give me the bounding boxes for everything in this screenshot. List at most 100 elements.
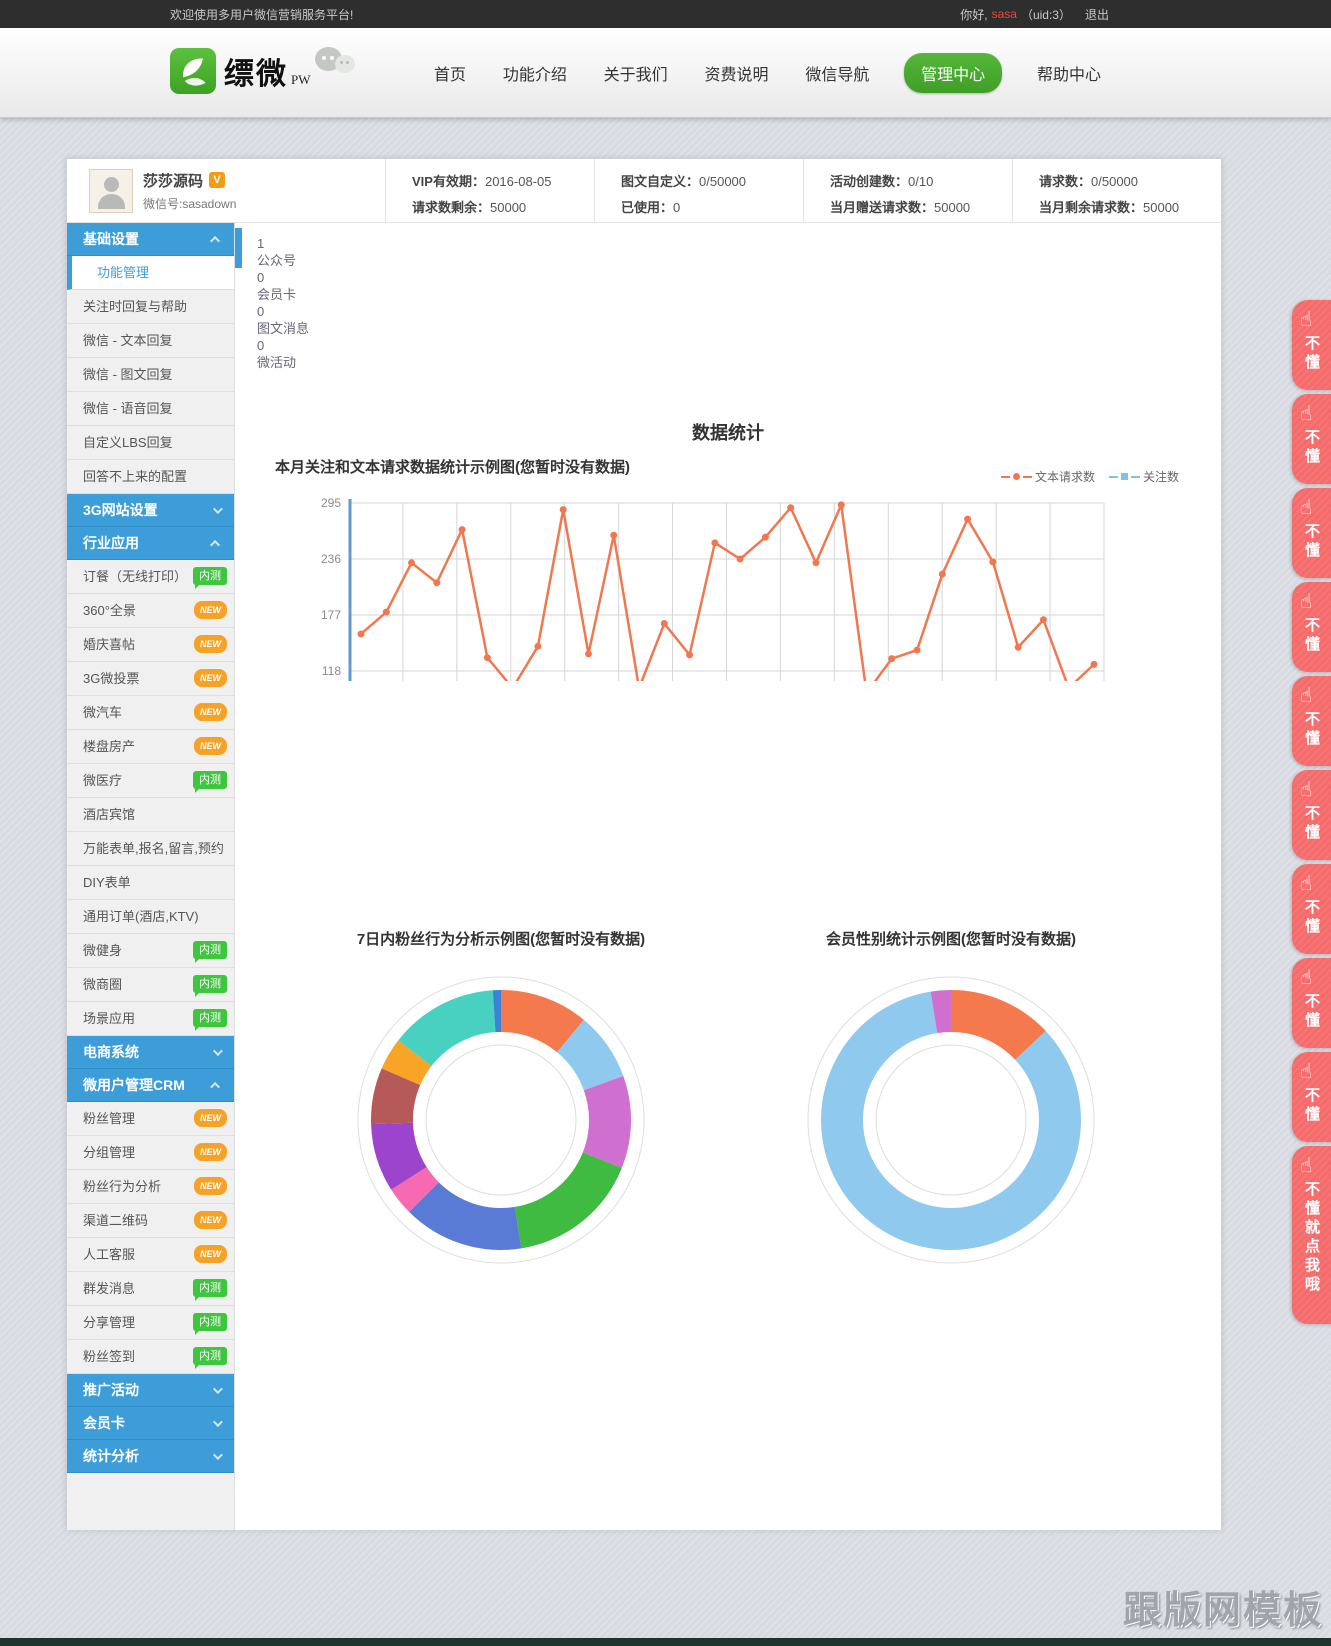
sidebar-item-自定义LBS回复[interactable]: 自定义LBS回复 xyxy=(67,426,234,460)
help-button-label: 不懂 xyxy=(1303,899,1320,937)
help-button-1[interactable]: ☝ 不懂 xyxy=(1292,300,1331,390)
donut-slice-4 xyxy=(514,1152,622,1249)
sidebar-item-婚庆喜帖[interactable]: 婚庆喜帖 NEW xyxy=(67,628,234,662)
donut-slice-1 xyxy=(951,990,1046,1060)
account-stat-row: 请求数：0/50000 xyxy=(1039,171,1221,190)
badge-NEW: NEW xyxy=(194,1177,227,1195)
sidebar-section-推广活动[interactable]: 推广活动 xyxy=(67,1374,234,1407)
stat-value: 0/10 xyxy=(908,174,934,189)
sidebar-item-粉丝签到[interactable]: 粉丝签到 内测 xyxy=(67,1340,234,1374)
help-button-5[interactable]: ☝ 不懂 xyxy=(1292,676,1331,766)
sidebar-item-功能管理[interactable]: 功能管理 xyxy=(67,256,234,290)
stat-value: 50000 xyxy=(1143,200,1180,215)
help-button-6[interactable]: ☝ 不懂 xyxy=(1292,770,1331,860)
sidebar-item-关注时回复与帮助[interactable]: 关注时回复与帮助 xyxy=(67,290,234,324)
nav-item-首页[interactable]: 首页 xyxy=(434,67,467,84)
nav-item-帮助中心[interactable]: 帮助中心 xyxy=(1036,67,1101,84)
nav-item-微信导航[interactable]: 微信导航 xyxy=(805,67,870,84)
counter-value: 1 xyxy=(257,236,265,251)
sidebar-item-楼盘房产[interactable]: 楼盘房产 NEW xyxy=(67,730,234,764)
help-button-4[interactable]: ☝ 不懂 xyxy=(1292,582,1331,672)
badge-NEW: NEW xyxy=(194,1143,227,1161)
sidebar-item-群发消息[interactable]: 群发消息 内测 xyxy=(67,1272,234,1306)
watermark: 跟版网模板 xyxy=(1122,1590,1323,1632)
help-button-label: 不懂就点我哦 xyxy=(1303,1181,1320,1295)
sidebar-section-统计分析[interactable]: 统计分析 xyxy=(67,1440,234,1473)
donut-slice-5 xyxy=(409,1182,522,1250)
help-button-label: 不懂 xyxy=(1303,805,1320,843)
account-stat-row: 当月赠送请求数：50000 xyxy=(830,197,1012,216)
sidebar-item-DIY表单[interactable]: DIY表单 xyxy=(67,866,234,900)
sidebar-item-微健身[interactable]: 微健身 内测 xyxy=(67,934,234,968)
help-button-3[interactable]: ☝ 不懂 xyxy=(1292,488,1331,578)
donut1-title: 7日内粉丝行为分析示例图(您暂时没有数据) xyxy=(356,931,646,948)
help-button-8[interactable]: ☝ 不懂 xyxy=(1292,958,1331,1048)
sidebar-item-360°全景[interactable]: 360°全景 NEW xyxy=(67,594,234,628)
legend-label: 文本请求数 xyxy=(1034,470,1095,484)
logout-link[interactable]: 退出 xyxy=(1084,7,1109,22)
donut1-block xyxy=(351,970,651,1275)
sidebar-item-3G微投票[interactable]: 3G微投票 NEW xyxy=(67,662,234,696)
badge-NEW: NEW xyxy=(194,601,227,619)
hand-pointer-icon: ☝ xyxy=(1300,1061,1313,1083)
sidebar-item-场景应用[interactable]: 场景应用 内测 xyxy=(67,1002,234,1036)
sidebar-item-人工客服[interactable]: 人工客服 NEW xyxy=(67,1238,234,1272)
badge-内测: 内测 xyxy=(193,1347,227,1369)
help-button-10[interactable]: ☝ 不懂就点我哦 xyxy=(1292,1146,1331,1324)
sidebar-section-会员卡[interactable]: 会员卡 xyxy=(67,1407,234,1440)
sidebar-handle[interactable] xyxy=(235,228,242,268)
sidebar-item-微汽车[interactable]: 微汽车 NEW xyxy=(67,696,234,730)
sidebar-section-电商系统[interactable]: 电商系统 xyxy=(67,1036,234,1069)
account-stat-row: 活动创建数：0/10 xyxy=(830,171,1012,190)
sidebar-item-订餐（无线打印）[interactable]: 订餐（无线打印） 内测 xyxy=(67,560,234,594)
hand-pointer-icon: ☝ xyxy=(1300,591,1313,613)
donut-chart-gender xyxy=(807,976,1095,1264)
sidebar-section-label: 推广活动 xyxy=(83,1382,139,1398)
svg-text:236: 236 xyxy=(321,552,341,566)
nav-item-管理中心[interactable]: 管理中心 xyxy=(904,53,1003,93)
sidebar-item-粉丝行为分析[interactable]: 粉丝行为分析 NEW xyxy=(67,1170,234,1204)
legend-item-关注数[interactable]: 关注数 xyxy=(1108,468,1179,485)
account-stat-column-2: 图文自定义：0/50000 已使用：0 xyxy=(594,159,803,222)
sidebar-item-微医疗[interactable]: 微医疗 内测 xyxy=(67,764,234,798)
help-button-2[interactable]: ☝ 不懂 xyxy=(1292,394,1331,484)
badge-内测: 内测 xyxy=(193,1279,227,1301)
sidebar-item-万能表单,报名,留言,预约[interactable]: 万能表单,报名,留言,预约 xyxy=(67,832,234,866)
sidebar-section-label: 行业应用 xyxy=(83,535,139,551)
badge-NEW: NEW xyxy=(194,1211,227,1229)
sidebar-item-微信 - 语音回复[interactable]: 微信 - 语音回复 xyxy=(67,392,234,426)
account-stat-row: 已使用：0 xyxy=(621,197,803,216)
stat-label: 当月剩余请求数： xyxy=(1039,200,1144,215)
sidebar-item-微信 - 文本回复[interactable]: 微信 - 文本回复 xyxy=(67,324,234,358)
sidebar-item-粉丝管理[interactable]: 粉丝管理 NEW xyxy=(67,1102,234,1136)
help-button-9[interactable]: ☝ 不懂 xyxy=(1292,1052,1331,1142)
sidebar-section-基础设置[interactable]: 基础设置 xyxy=(67,223,234,256)
sidebar-item-微信 - 图文回复[interactable]: 微信 - 图文回复 xyxy=(67,358,234,392)
counter-label: 公众号 xyxy=(257,253,297,268)
welcome-text: 欢迎使用多用户微信营销服务平台! xyxy=(170,7,354,22)
account-stat-row: VIP有效期：2016-08-05 xyxy=(412,171,594,190)
sidebar-item-微商圈[interactable]: 微商圈 内测 xyxy=(67,968,234,1002)
sidebar-item-渠道二维码[interactable]: 渠道二维码 NEW xyxy=(67,1204,234,1238)
sidebar-section-3G网站设置[interactable]: 3G网站设置 xyxy=(67,494,234,527)
brand-subtitle: PW xyxy=(291,72,311,87)
nav-item-关于我们[interactable]: 关于我们 xyxy=(603,67,668,84)
sidebar-item-分享管理[interactable]: 分享管理 内测 xyxy=(67,1306,234,1340)
sidebar-item-回答不上来的配置[interactable]: 回答不上来的配置 xyxy=(67,460,234,494)
username: sasa xyxy=(991,7,1017,21)
nav-item-功能介绍[interactable]: 功能介绍 xyxy=(502,67,567,84)
sidebar-item-酒店宾馆[interactable]: 酒店宾馆 xyxy=(67,798,234,832)
logo[interactable]: 缥微 PW xyxy=(170,47,361,94)
sidebar-section-行业应用[interactable]: 行业应用 xyxy=(67,527,234,560)
donut-chart-behavior xyxy=(357,976,645,1264)
legend-item-文本请求数[interactable]: 文本请求数 xyxy=(1000,468,1095,485)
help-button-label: 不懂 xyxy=(1303,335,1320,373)
sidebar-item-通用订单(酒店,KTV)[interactable]: 通用订单(酒店,KTV) xyxy=(67,900,234,934)
help-button-7[interactable]: ☝ 不懂 xyxy=(1292,864,1331,954)
sidebar-item-分组管理[interactable]: 分组管理 NEW xyxy=(67,1136,234,1170)
help-button-label: 不懂 xyxy=(1303,711,1320,749)
badge-NEW: NEW xyxy=(194,669,227,687)
nav-item-资费说明[interactable]: 资费说明 xyxy=(704,67,769,84)
avatar xyxy=(89,168,133,213)
sidebar-section-微用户管理CRM[interactable]: 微用户管理CRM xyxy=(67,1069,234,1102)
